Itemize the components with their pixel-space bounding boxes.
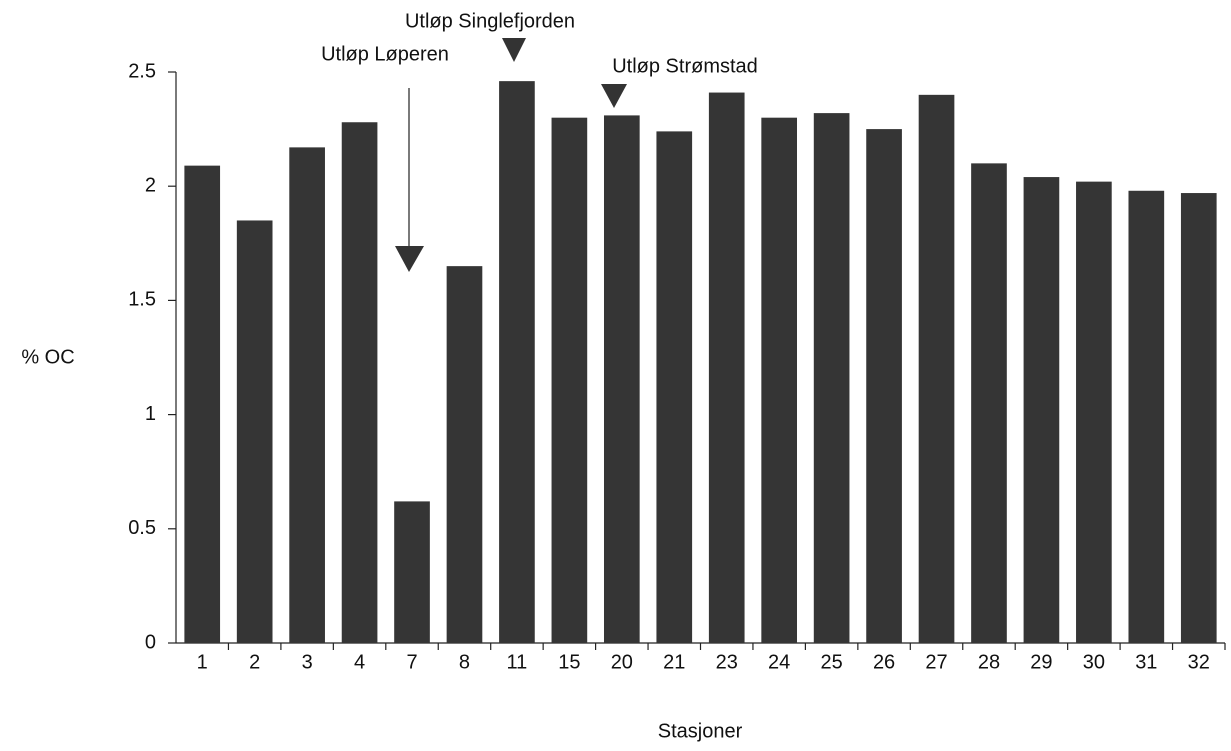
bar [551,117,588,644]
x-tick-label: 24 [768,651,790,673]
x-tick-label: 15 [558,651,580,673]
bar [184,165,221,644]
bar [656,131,693,643]
bar [1023,177,1060,643]
y-tick-label: 1.5 [128,289,156,311]
bar [918,94,955,644]
bar [499,81,535,644]
bar [1128,190,1165,643]
bar [971,163,1007,644]
x-tick-label: 26 [873,651,895,673]
annotation-arrow [601,84,627,108]
bar [1180,193,1217,643]
x-tick-label: 7 [406,651,417,673]
annotation: Utløp Strømstad [612,55,758,77]
bar [603,115,640,643]
x-tick-label: 30 [1083,651,1105,673]
x-axis-label: Stasjoner [658,720,743,742]
bar [813,113,850,643]
x-tick-label: 23 [716,651,738,673]
x-tick-label: 21 [663,651,685,673]
annotation: Utløp Løperen [321,43,449,65]
x-tick-label: 32 [1188,651,1210,673]
y-tick-label: 0.5 [128,517,156,539]
x-tick-label: 2 [249,651,260,673]
annotation: Utløp Singlefjorden [405,10,575,32]
x-tick-label: 3 [302,651,313,673]
x-tick-label: 27 [925,651,947,673]
y-axis-label: % OC [21,346,74,368]
x-tick-label: 8 [459,651,470,673]
x-tick-label: 31 [1135,651,1157,673]
bar [341,122,378,644]
bar [446,266,483,643]
x-tick-label: 25 [821,651,843,673]
bar [394,501,430,643]
x-tick-label: 29 [1030,651,1052,673]
annotation-arrow [502,38,526,62]
x-tick-label: 1 [197,651,208,673]
bar [866,129,902,644]
y-tick-label: 2.5 [128,60,156,82]
x-tick-label: 28 [978,651,1000,673]
bar [236,220,273,643]
bar [761,117,798,644]
y-tick-label: 1 [145,403,156,425]
y-tick-label: 0 [145,631,156,653]
x-tick-label: 4 [354,651,365,673]
annotation-arrow [395,246,424,272]
bar [1076,181,1112,643]
x-tick-label: 11 [507,651,528,673]
bar [289,147,325,643]
y-tick-label: 2 [145,174,156,196]
x-tick-label: 20 [611,651,633,673]
bar [708,92,745,643]
